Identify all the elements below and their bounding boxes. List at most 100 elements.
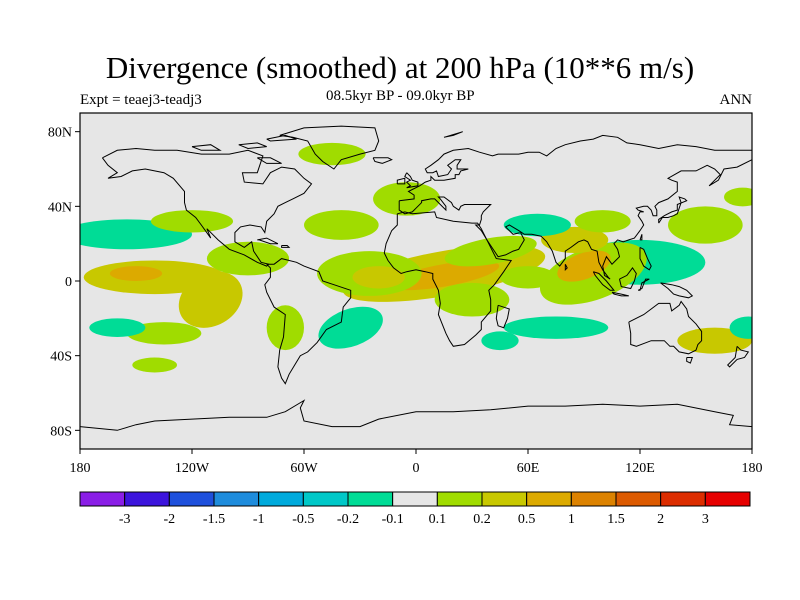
field-patch bbox=[373, 182, 441, 216]
field-patch bbox=[481, 331, 519, 351]
coastline bbox=[686, 357, 693, 364]
colorbar-swatch bbox=[704, 491, 751, 507]
colorbar-swatch bbox=[213, 491, 260, 507]
field-patch bbox=[266, 305, 305, 351]
field-patch bbox=[352, 266, 405, 289]
experiment-label: Expt = teaej3-teadj3 bbox=[80, 92, 202, 108]
colorbar-swatch bbox=[302, 491, 349, 507]
coastline bbox=[281, 245, 291, 248]
coastline bbox=[238, 142, 267, 150]
colorbar-label: 0.5 bbox=[518, 512, 536, 527]
lon-label: 0 bbox=[413, 461, 420, 476]
coastline bbox=[637, 278, 650, 291]
lon-label: 60W bbox=[290, 461, 318, 476]
colorbar-label: -0.2 bbox=[337, 512, 359, 527]
colorbar-swatch bbox=[660, 491, 706, 507]
coastline bbox=[639, 234, 643, 241]
coastline bbox=[279, 125, 380, 170]
coastline bbox=[266, 134, 297, 142]
period-label: 08.5kyr BP - 09.0kyr BP bbox=[326, 88, 475, 104]
colorbar-label: -1.5 bbox=[203, 512, 225, 527]
coastline bbox=[264, 258, 352, 385]
field-patch bbox=[132, 357, 178, 373]
field-patch bbox=[574, 210, 631, 233]
colorbar-swatch bbox=[347, 491, 394, 507]
field-patch bbox=[557, 250, 611, 282]
colorbar-label: 1 bbox=[568, 512, 575, 527]
coastline bbox=[726, 345, 750, 368]
field-patch bbox=[500, 266, 556, 289]
field-patch bbox=[89, 318, 146, 337]
lon-label: 120E bbox=[625, 461, 655, 476]
colorbar-label: 0.2 bbox=[473, 512, 491, 527]
lat-label: 80N bbox=[48, 126, 72, 141]
coastline bbox=[495, 304, 510, 329]
coastline bbox=[191, 144, 222, 151]
colorbar-swatch bbox=[258, 491, 304, 507]
colorbar-label: -0.5 bbox=[292, 512, 314, 527]
colorbar-label: 0.1 bbox=[429, 512, 447, 527]
colorbar-label: 1.5 bbox=[607, 512, 625, 527]
field-patch bbox=[150, 210, 234, 233]
coastline bbox=[101, 147, 313, 267]
field-patch bbox=[126, 322, 202, 345]
field-patch bbox=[298, 142, 366, 166]
field-patch bbox=[109, 266, 163, 281]
colorbar-swatch bbox=[392, 491, 438, 507]
coastline bbox=[564, 263, 568, 272]
colorbar-label: -1 bbox=[253, 512, 265, 527]
coastline bbox=[396, 177, 406, 185]
lat-label: 0 bbox=[65, 275, 72, 290]
coastline bbox=[592, 271, 615, 291]
coastline bbox=[383, 211, 513, 347]
coastline bbox=[611, 291, 629, 297]
coastline bbox=[628, 300, 703, 355]
field-patch bbox=[724, 187, 752, 207]
field-patch bbox=[206, 241, 290, 276]
coastline bbox=[619, 267, 637, 290]
field-patch bbox=[444, 235, 537, 267]
colorbar-swatch bbox=[615, 491, 662, 507]
coastline bbox=[658, 196, 688, 224]
coastline bbox=[257, 237, 279, 245]
season-label: ANN bbox=[719, 92, 753, 108]
colorbar-label: -3 bbox=[119, 512, 131, 527]
coastline bbox=[372, 157, 393, 164]
lat-label: 80S bbox=[50, 424, 72, 439]
lon-label: 120W bbox=[175, 461, 210, 476]
colorbar-swatch bbox=[570, 491, 617, 507]
colorbar-swatch bbox=[124, 491, 170, 507]
lon-label: 180 bbox=[70, 461, 91, 476]
field-patch bbox=[434, 282, 510, 317]
coastlines bbox=[80, 125, 752, 431]
coastline bbox=[639, 246, 652, 271]
colorbar-swatch bbox=[168, 491, 215, 507]
field-patch bbox=[503, 316, 609, 339]
lon-label: 60E bbox=[517, 461, 540, 476]
field-patch bbox=[178, 271, 243, 328]
coastline bbox=[398, 134, 752, 280]
colorbar-swatch bbox=[79, 491, 126, 507]
colorbar-swatch bbox=[481, 491, 528, 507]
colorbar-label: 2 bbox=[657, 512, 664, 527]
field-patch bbox=[668, 206, 743, 244]
field-patch bbox=[503, 213, 571, 237]
coastline bbox=[257, 157, 282, 164]
colorbar: -3 -2 -1.5 -1 -0.5 -0.2 -0.1 0.1 0.2 0.5 1 1.5 2 3 bbox=[79, 491, 751, 527]
coastline bbox=[80, 399, 752, 431]
field-patch bbox=[318, 306, 383, 349]
colorbar-label: -2 bbox=[163, 512, 175, 527]
axis-ticks: 80N 40N 0 40S 80S 180 120W 60W 0 60E 120E 180 bbox=[48, 126, 763, 476]
coastline bbox=[443, 131, 463, 138]
colorbar-swatch bbox=[526, 491, 572, 507]
coastline bbox=[404, 172, 419, 189]
field-patch bbox=[304, 210, 379, 240]
colorbar-label: 3 bbox=[702, 512, 709, 527]
lat-label: 40S bbox=[50, 350, 72, 365]
colorbar-label: -0.1 bbox=[382, 512, 404, 527]
divergence-field bbox=[80, 142, 752, 373]
field-patch bbox=[729, 316, 752, 339]
plot-title: Divergence (smoothed) at 200 hPa (10**6 … bbox=[105, 50, 695, 85]
coastline bbox=[660, 282, 694, 299]
